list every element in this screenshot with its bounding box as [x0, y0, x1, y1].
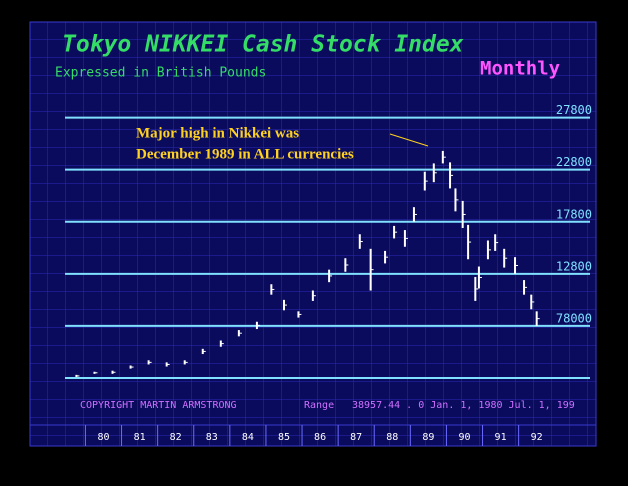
chart-title: Tokyo NIKKEI Cash Stock Index	[62, 32, 464, 58]
x-tick-label: 89	[422, 432, 434, 443]
x-tick-label: 88	[386, 432, 398, 443]
y-tick-label: 78000	[556, 311, 592, 325]
y-tick-label: 27800	[556, 103, 592, 117]
subtitle: Expressed in British Pounds	[55, 66, 266, 81]
annotation: December 1989 in ALL currencies	[136, 146, 354, 162]
x-tick-label: 82	[170, 432, 182, 443]
period-label: Monthly	[480, 58, 560, 80]
x-tick-label: 83	[206, 432, 218, 443]
annotation-pointer	[389, 133, 429, 147]
y-tick-label: 22800	[556, 155, 592, 169]
footer: COPYRIGHT MARTIN ARMSTRONG	[80, 400, 237, 411]
x-tick-label: 85	[278, 432, 290, 443]
footer: 38957.44 . 0 Jan. 1, 1980 Jul. 1, 199	[352, 400, 575, 411]
y-tick-label: 12800	[556, 259, 592, 273]
x-tick-label: 84	[242, 432, 254, 443]
x-tick-label: 86	[314, 432, 326, 443]
x-tick-label: 91	[495, 432, 507, 443]
annotation: Major high in Nikkei was	[136, 125, 299, 141]
x-tick-label: 80	[97, 432, 109, 443]
x-tick-label: 92	[531, 432, 543, 443]
x-tick-label: 81	[134, 432, 146, 443]
x-tick-label: 87	[350, 432, 362, 443]
footer: Range	[304, 400, 334, 411]
plot-area	[29, 21, 597, 447]
x-tick-label: 90	[458, 432, 470, 443]
y-tick-label: 17800	[556, 207, 592, 221]
